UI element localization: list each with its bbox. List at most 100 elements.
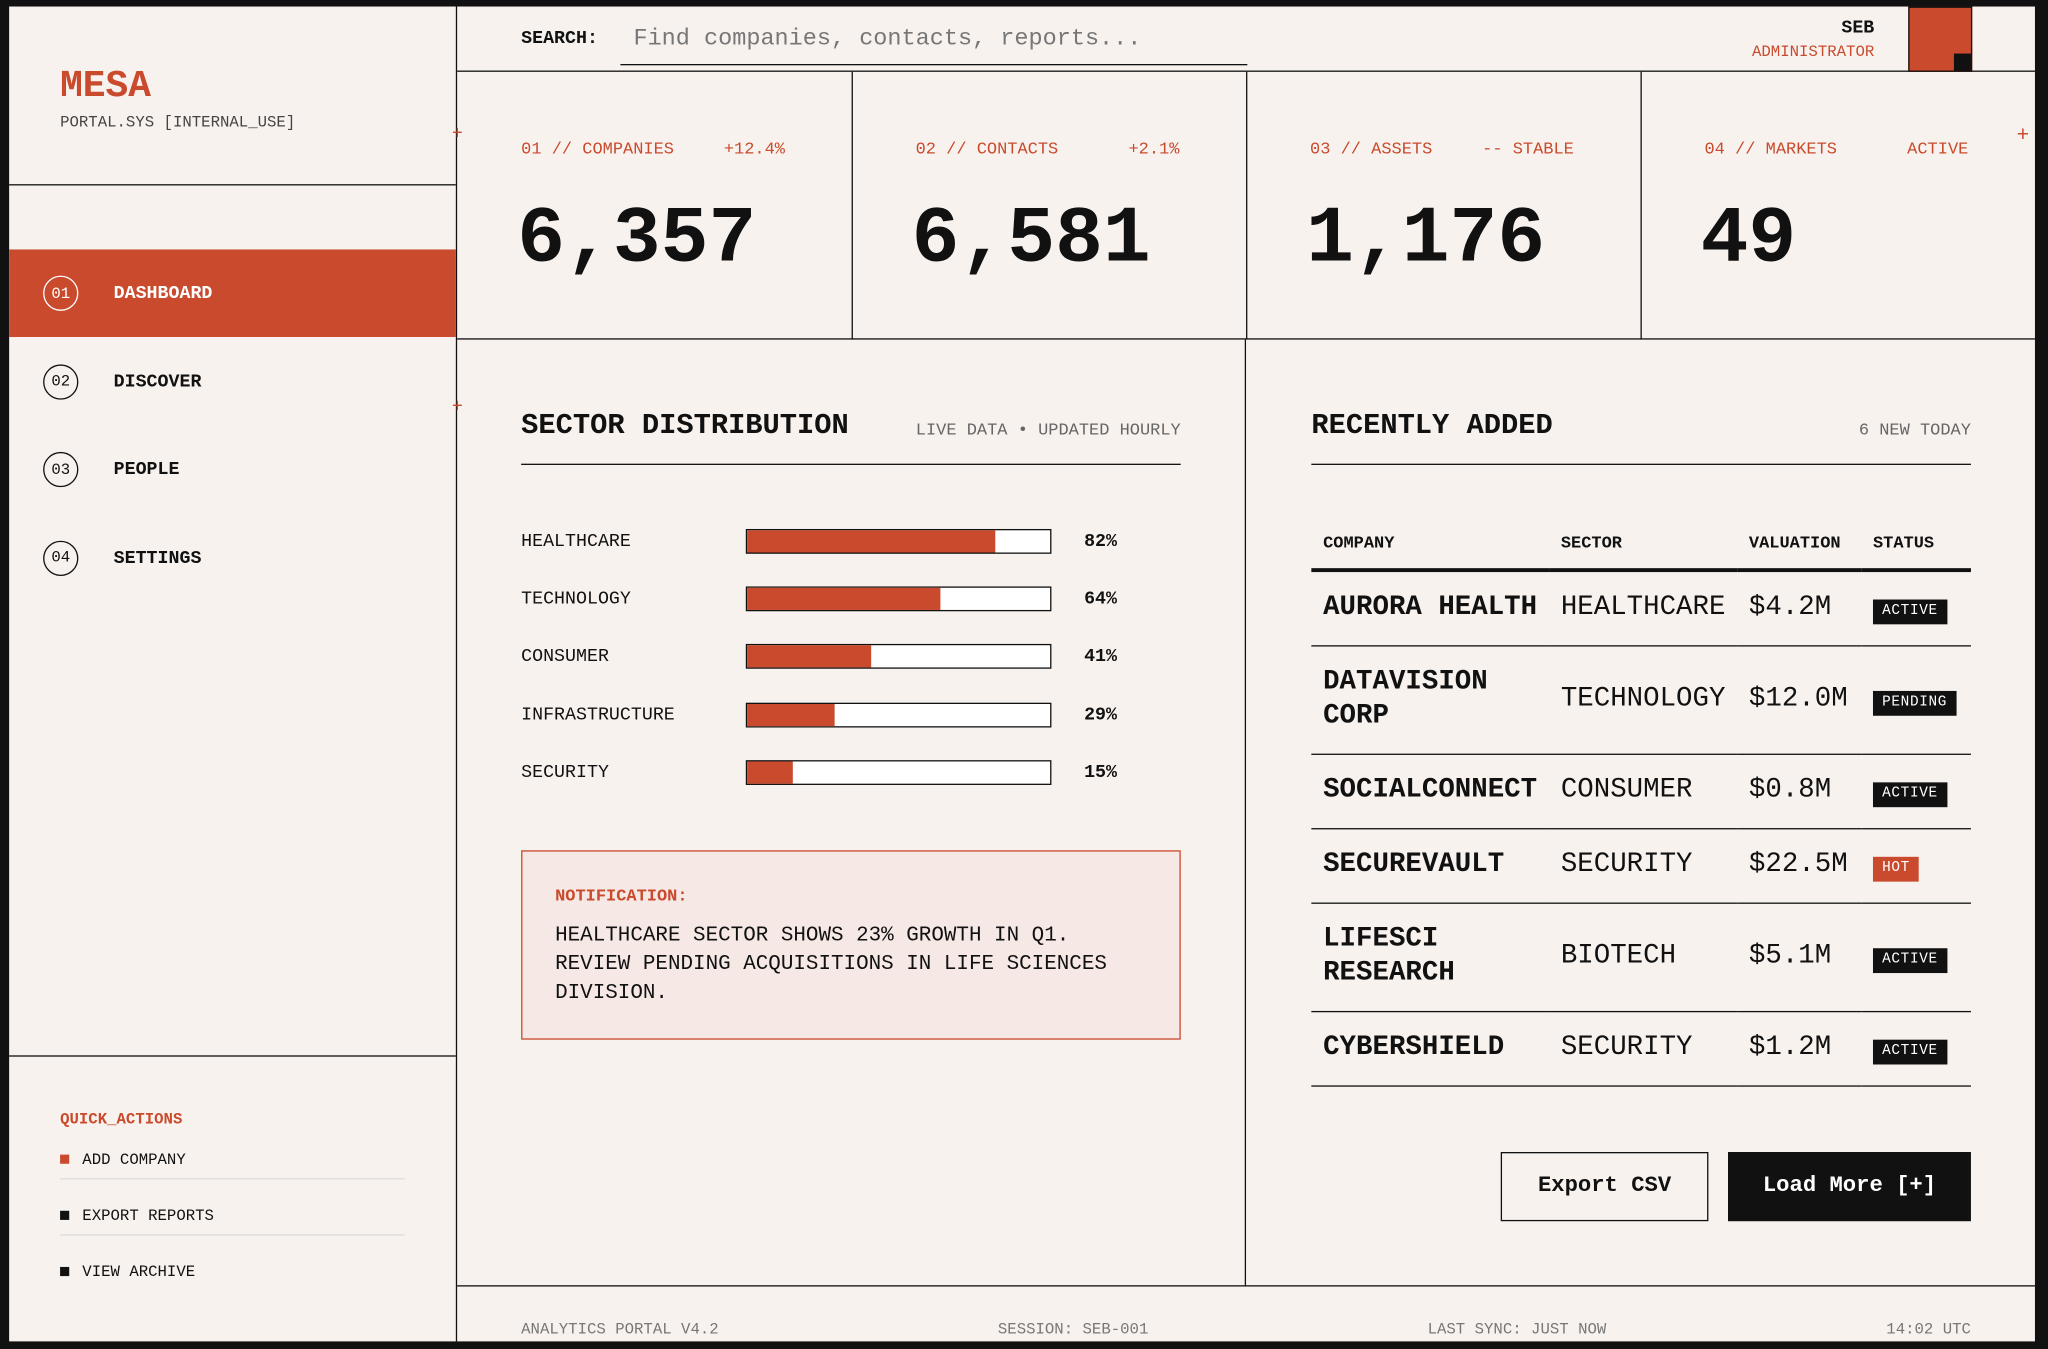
sector-name: CONSUMER [521,647,609,668]
table-cell: $4.2M [1737,570,1861,646]
valuation: $0.8M [1748,775,1832,806]
footer-border [457,1285,2035,1287]
table-row[interactable]: SECUREVAULT SECURITY $22.5M HOT [1311,829,1971,904]
column-header: STATUS [1872,532,1935,553]
table-row[interactable]: LIFESCI RESEARCH BIOTECH $5.1M ACTIVE [1311,903,1971,1012]
sidebar-border [455,6,458,1342]
column-header: VALUATION [1748,532,1841,553]
stat-value: 1,176 [1306,195,1546,286]
stat-divider [851,71,853,340]
sector-subtitle: LIVE DATA • UPDATED HOURLY [915,419,1181,440]
quick-action-icon [60,1266,70,1277]
valuation: $12.0M [1748,684,1848,715]
sector-value-label: 64% [1084,589,1118,611]
bar-track [745,759,1052,785]
footer-text: LAST SYNC: JUST NOW [1427,1320,1607,1339]
nav-item[interactable]: 04 SETTINGS [9,514,456,602]
table-row[interactable]: AURORA HEALTH HEALTHCARE $4.2M ACTIVE [1311,570,1971,646]
avatar[interactable] [1908,6,1973,72]
nav-number: 01 [43,275,79,311]
sector-name: HEALTHCARE [521,531,631,553]
sector-name: HEALTHCARE [1560,592,1726,624]
table-cell: AURORA HEALTH [1311,570,1549,646]
table-cell: SECURITY [1549,1012,1737,1086]
table-row[interactable]: CYBERSHIELD SECURITY $1.2M ACTIVE [1311,1012,1971,1087]
load-more-button[interactable]: Load More [+] [1728,1152,1971,1222]
recent-title: RECENTLY ADDED [1311,409,1553,443]
user-role: ADMINISTRATOR [1752,43,1875,62]
table-cell: $22.5M [1737,829,1861,903]
bar-track [745,702,1052,727]
quick-action-label: VIEW ARCHIVE [82,1263,196,1282]
table-cell: HOT [1861,829,1971,903]
table-header: COMPANY SECTOR VALUATION STATUS [1311,532,1971,571]
bar [747,530,996,553]
table-cell: ACTIVE [1861,903,1971,1011]
bar [747,761,793,784]
table-cell: ACTIVE [1861,570,1971,646]
sector-name: TECHNOLOGY [521,589,631,611]
stat-change: -- STABLE [1482,139,1574,159]
valuation: $1.2M [1748,1033,1832,1064]
table-row[interactable]: DATAVISION CORP TECHNOLOGY $12.0M PENDING [1311,646,1971,755]
quick-action-icon [60,1210,70,1220]
column-header: SECTOR [1560,532,1622,553]
quick-action-label: EXPORT REPORTS [82,1206,214,1226]
panel-divider [1244,339,1247,1287]
nav-label: SETTINGS [113,547,202,569]
bar-track [745,586,1052,612]
notification-title: NOTIFICATION: [555,886,688,906]
stat-label: 02 // CONTACTS [915,139,1059,159]
company-name: SOCIALCONNECT [1323,775,1538,806]
nav-item[interactable]: 02 DISCOVER [9,338,456,426]
stat-label: 04 // MARKETS [1704,139,1837,159]
status-badge: ACTIVE [1872,782,1947,808]
avatar-corner [1953,53,1971,71]
table-cell: ACTIVE [1861,1012,1971,1086]
corner-mark: + [451,397,463,418]
status-badge: PENDING [1872,690,1957,716]
bar-track [745,644,1052,670]
nav-label: DASHBOARD [113,283,213,305]
sector-value-label: 41% [1084,647,1118,668]
brand-name: MESA [60,64,152,108]
bar [747,703,835,726]
status-badge: ACTIVE [1872,599,1947,625]
search-input[interactable]: Find companies, contacts, reports... [620,16,1248,66]
table-row[interactable]: SOCIALCONNECT CONSUMER $0.8M ACTIVE [1311,754,1971,829]
quick-action[interactable]: ADD COMPANY [60,1142,405,1180]
quick-action[interactable]: EXPORT REPORTS [60,1198,405,1236]
topbar-border [457,70,2035,72]
sector-value-label: 82% [1084,531,1118,553]
status-badge: HOT [1872,856,1920,882]
divider [1311,463,1971,465]
stat-value: 49 [1700,195,1797,286]
table-cell: LIFESCI RESEARCH [1311,903,1549,1011]
export-button[interactable]: Export CSV [1500,1152,1709,1222]
company-name: LIFESCI RESEARCH [1323,924,1455,989]
divider [9,1055,456,1057]
stat-divider [1246,71,1248,340]
status-badge: ACTIVE [1872,1039,1947,1065]
brand-subtitle: PORTAL.SYS [INTERNAL_USE] [60,113,296,132]
sector-name: SECURITY [1560,850,1693,881]
user-name: SEB [1841,18,1875,40]
search-label: SEARCH: [521,28,598,50]
corner-mark: + [2016,124,2030,148]
nav-item[interactable]: 03 PEOPLE [9,426,456,514]
nav-label: PEOPLE [113,459,180,481]
nav-item[interactable]: 01 DASHBOARD [9,249,456,337]
bar [747,645,872,668]
table-cell: CYBERSHIELD [1311,1012,1549,1086]
quick-action[interactable]: VIEW ARCHIVE [60,1254,405,1291]
stat-label: 01 // COMPANIES [521,139,674,159]
company-name: CYBERSHIELD [1323,1033,1505,1064]
stat-change: +2.1% [1128,139,1180,159]
sector-name: SECURITY [1560,1033,1693,1064]
table-cell: TECHNOLOGY [1549,646,1737,754]
corner-mark: + [451,124,463,145]
company-name: SECUREVAULT [1323,850,1505,881]
valuation: $5.1M [1748,941,1832,972]
